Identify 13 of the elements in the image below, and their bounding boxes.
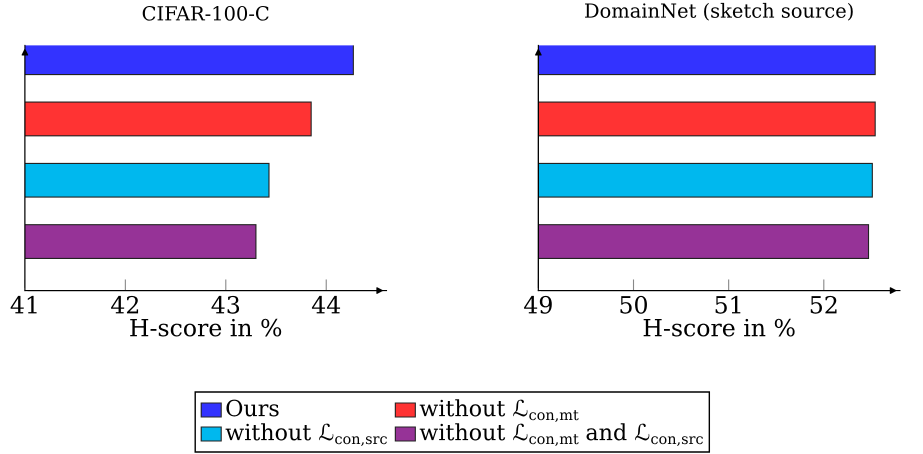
x-tick-label: 41 <box>10 296 37 314</box>
x-axis-title: H-score in % <box>644 318 795 337</box>
chart-title: DomainNet (sketch source) <box>585 2 853 21</box>
x-tick-label: 49 <box>524 296 552 314</box>
legend-label: Ours <box>226 400 279 416</box>
chart-title: CIFAR-100-C <box>142 6 269 21</box>
x-axis-title: H-score in % <box>130 318 282 337</box>
x-tick-label: 43 <box>212 296 240 314</box>
x-tick-label: 44 <box>312 296 340 314</box>
x-tick-label: 51 <box>716 296 740 314</box>
x-tick-label: 42 <box>111 296 138 314</box>
x-tick-label: 52 <box>810 296 837 314</box>
x-tick-label: 50 <box>620 296 647 314</box>
